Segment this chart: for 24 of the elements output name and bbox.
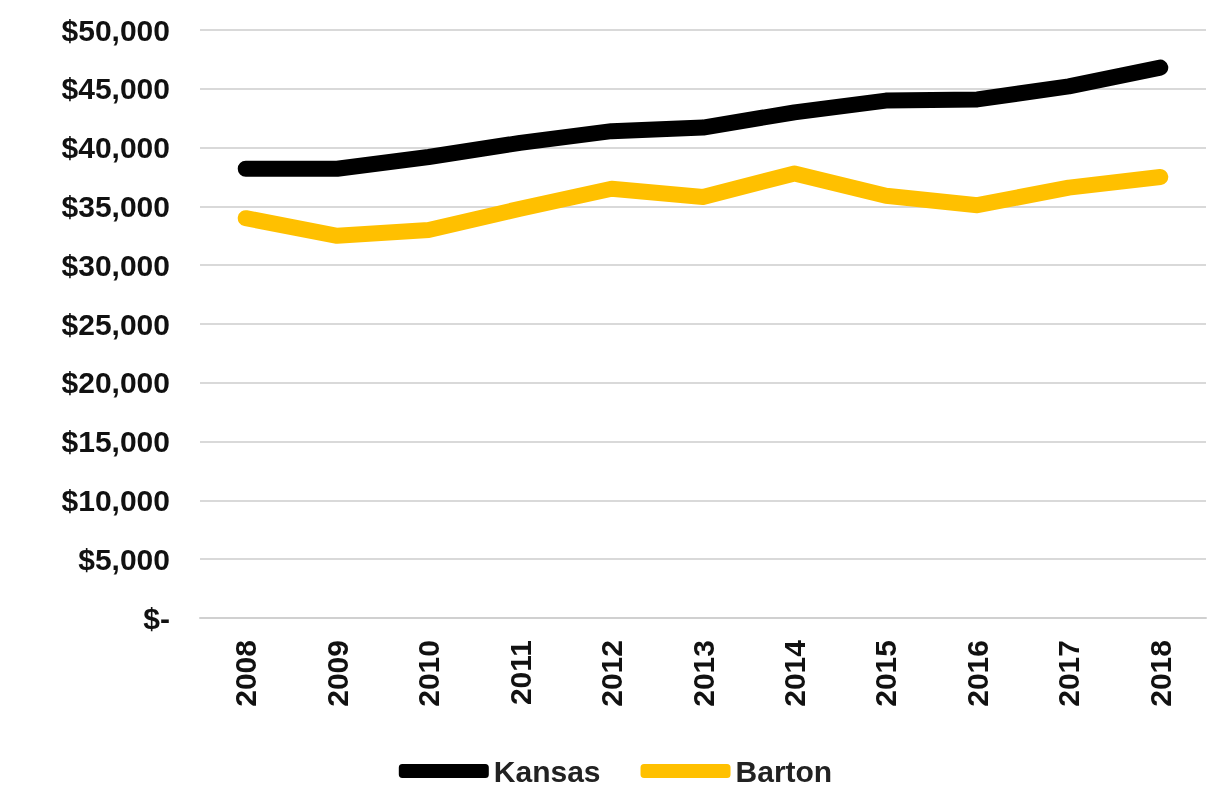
y-tick-label: $30,000 xyxy=(61,248,170,282)
x-tick-label: 2016 xyxy=(960,640,994,707)
x-tick-label: 2015 xyxy=(869,640,903,707)
y-tick-label: $20,000 xyxy=(61,366,170,400)
x-tick-label: 2018 xyxy=(1143,640,1177,707)
x-tick-label: 2014 xyxy=(777,639,811,707)
legend-label: Barton xyxy=(735,754,833,788)
x-tick-label: 2011 xyxy=(503,640,537,706)
y-tick-label: $- xyxy=(143,601,170,635)
legend-label: Kansas xyxy=(493,754,601,788)
x-tick-label: 2012 xyxy=(595,640,629,707)
x-tick-label: 2010 xyxy=(412,640,446,707)
x-tick-label: 2017 xyxy=(1052,640,1086,707)
y-tick-label: $50,000 xyxy=(61,13,170,47)
y-tick-label: $45,000 xyxy=(61,72,170,106)
y-tick-label: $10,000 xyxy=(61,483,170,517)
y-tick-label: $35,000 xyxy=(61,189,170,223)
y-tick-label: $25,000 xyxy=(61,307,170,341)
y-tick-label: $15,000 xyxy=(61,425,170,459)
y-tick-label: $5,000 xyxy=(78,542,170,576)
x-tick-label: 2009 xyxy=(320,640,354,707)
y-tick-label: $40,000 xyxy=(61,131,170,165)
x-tick-label: 2008 xyxy=(229,640,263,707)
x-tick-label: 2013 xyxy=(686,640,720,707)
